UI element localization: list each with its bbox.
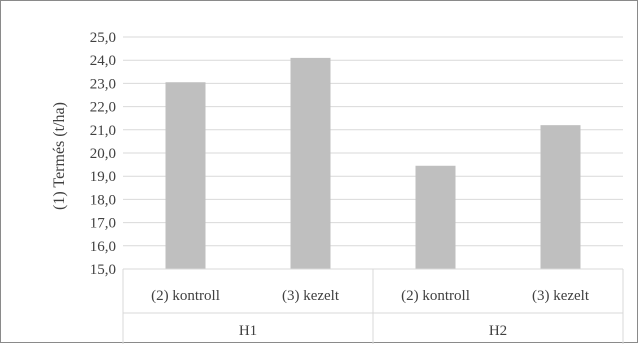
y-tick-label: 20,0: [90, 146, 116, 162]
y-tick-label: 24,0: [90, 53, 116, 69]
x-tick-label: (2) kontroll: [151, 288, 220, 304]
group-label: H1: [239, 323, 257, 339]
y-tick-label: 21,0: [90, 123, 116, 139]
axes: [122, 268, 624, 344]
x-tick-label: (2) kontroll: [401, 288, 470, 304]
x-tick-label: (3) kezelt: [282, 288, 340, 304]
category-labels: (2) kontroll (3) kezelt (2) kontroll (3) ke…: [151, 288, 590, 339]
y-tick-label: 23,0: [90, 76, 116, 92]
y-tick-label: 25,0: [90, 30, 116, 46]
y-axis-label: (1) Termés (t/ha): [51, 102, 68, 210]
bar: [290, 57, 331, 269]
bars: [165, 57, 581, 270]
bar: [540, 125, 581, 269]
y-tick-label: 22,0: [90, 100, 116, 116]
group-label: H2: [489, 323, 507, 339]
y-tick-label: 16,0: [90, 239, 116, 255]
y-tick-label: 18,0: [90, 192, 116, 208]
bar: [165, 82, 206, 270]
gridlines: [123, 36, 623, 247]
y-tick-label: 15,0: [90, 262, 116, 278]
y-tick-label: 17,0: [90, 216, 116, 232]
x-tick-label: (3) kezelt: [532, 288, 590, 304]
bar: [415, 165, 456, 269]
y-tick-label: 19,0: [90, 169, 116, 185]
y-tick-labels: 15,0 16,0 17,0 18,0 19,0 20,0 21,0 22,0 23,0 24,0…: [90, 30, 116, 278]
